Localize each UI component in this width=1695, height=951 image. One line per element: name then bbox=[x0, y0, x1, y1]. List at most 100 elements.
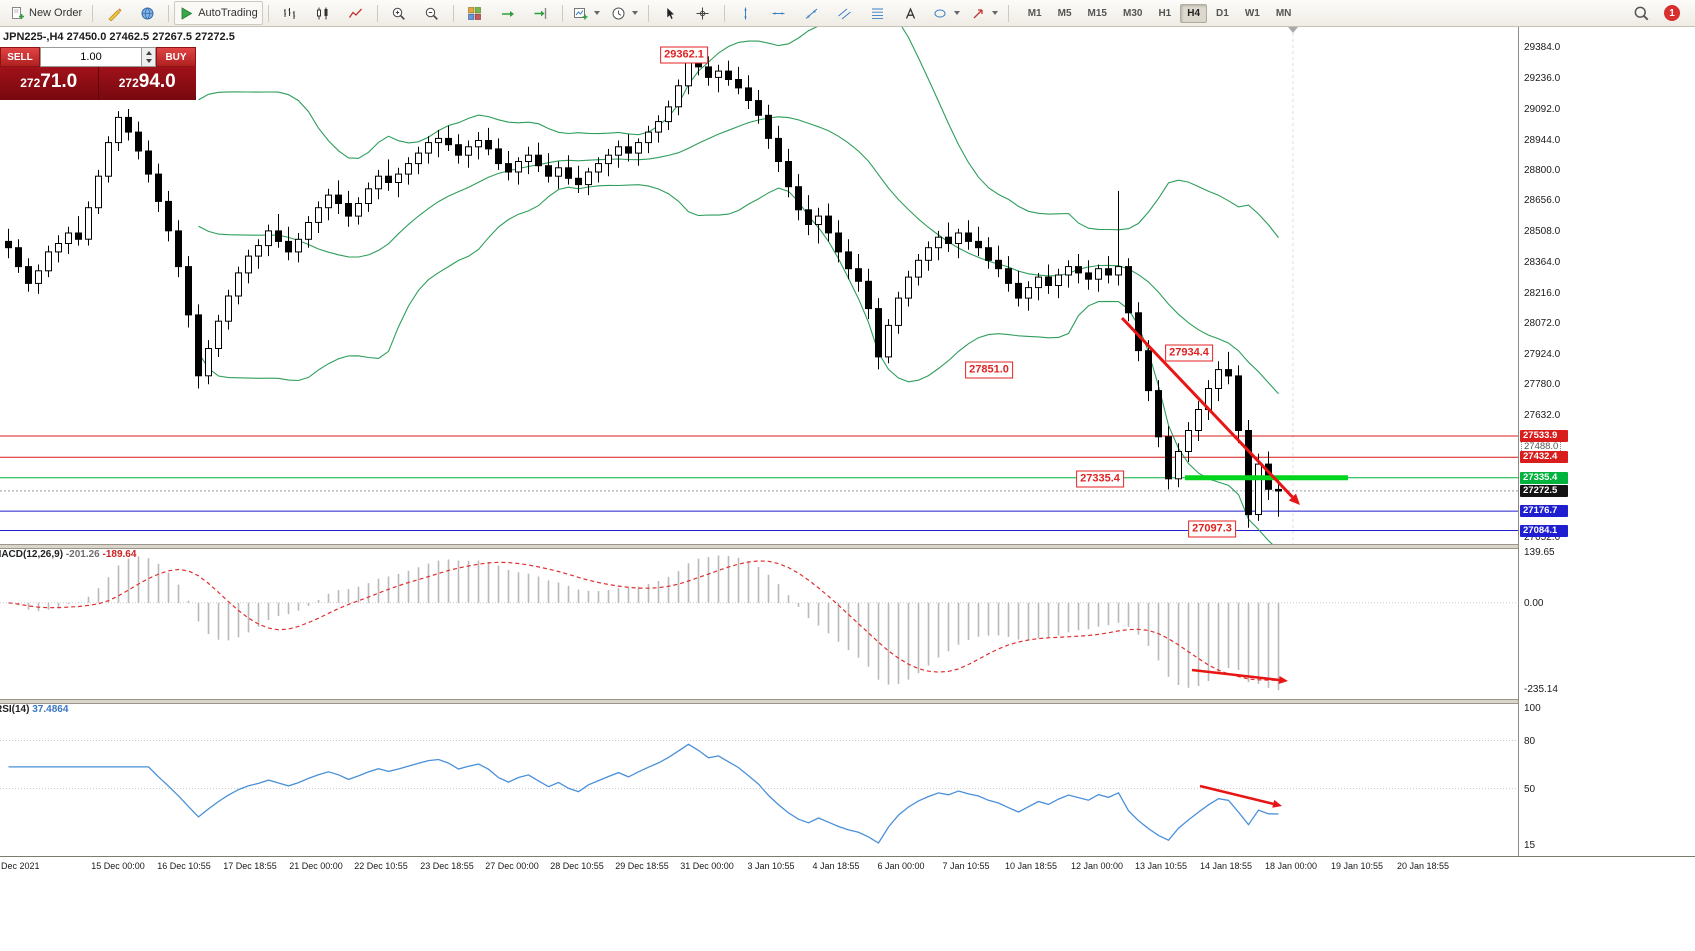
buy-button[interactable]: BUY bbox=[156, 47, 196, 67]
text-tool-icon bbox=[906, 6, 916, 19]
zoom-in-icon bbox=[393, 7, 406, 20]
candle-body bbox=[975, 240, 982, 249]
candle-body bbox=[395, 173, 402, 184]
cursor-button[interactable] bbox=[654, 1, 686, 25]
new-chart-button[interactable] bbox=[568, 1, 605, 25]
community-button[interactable] bbox=[131, 1, 163, 25]
candle bbox=[1125, 258, 1132, 322]
candle bbox=[725, 60, 732, 86]
macd-indicator-panel[interactable] bbox=[0, 547, 1518, 699]
text-button[interactable] bbox=[895, 1, 927, 25]
candle bbox=[435, 130, 442, 158]
equidistant-channel-button[interactable] bbox=[829, 1, 861, 25]
sell-price-display[interactable]: 272 71.0 bbox=[0, 67, 98, 100]
trendline-icon bbox=[805, 8, 818, 19]
candle bbox=[385, 159, 392, 191]
candle-body bbox=[535, 154, 542, 167]
timeframe-m1-button[interactable]: M1 bbox=[1027, 7, 1042, 19]
new-order-button[interactable]: New Order bbox=[5, 1, 87, 25]
macd-arrow-object[interactable] bbox=[1191, 668, 1288, 684]
cursor-icon bbox=[666, 6, 676, 20]
timeframe-m15-button[interactable]: M15 bbox=[1087, 7, 1107, 19]
candle bbox=[1055, 268, 1062, 299]
candle bbox=[885, 319, 892, 364]
trendline-button[interactable] bbox=[796, 1, 828, 25]
autotrading-button[interactable]: AutoTrading bbox=[174, 1, 263, 25]
timeframe-h4-button[interactable]: H4 bbox=[1180, 3, 1208, 23]
candle bbox=[1115, 190, 1122, 286]
price-chart-canvas[interactable] bbox=[0, 27, 1518, 544]
rsi-scale-label: 15 bbox=[1524, 839, 1536, 851]
zoom-out-button[interactable] bbox=[416, 1, 448, 25]
auto-scroll-button[interactable] bbox=[492, 1, 524, 25]
metaeditor-button[interactable] bbox=[98, 1, 130, 25]
timeframe-m5-button[interactable]: M5 bbox=[1057, 7, 1072, 19]
candle-body bbox=[185, 266, 192, 316]
candle-body bbox=[945, 236, 952, 244]
notification-badge[interactable]: 1 bbox=[1664, 5, 1680, 21]
line-chart-button[interactable] bbox=[340, 1, 372, 25]
candle bbox=[25, 258, 32, 292]
crosshair-button[interactable] bbox=[687, 1, 719, 25]
period-button[interactable] bbox=[606, 1, 643, 25]
candle-body bbox=[155, 173, 162, 202]
panel-separator[interactable] bbox=[0, 699, 1695, 704]
panel-separator[interactable] bbox=[0, 544, 1695, 549]
shapes-button[interactable] bbox=[928, 1, 965, 25]
timeframe-mn-button[interactable]: MN bbox=[1275, 7, 1292, 19]
candle bbox=[865, 268, 872, 320]
candle-body bbox=[465, 146, 472, 156]
candle bbox=[1225, 351, 1232, 385]
chevron-down-icon bbox=[953, 11, 960, 15]
bollinger-upper-band bbox=[198, 27, 1279, 238]
candle-body bbox=[845, 251, 852, 270]
search-icon bbox=[1634, 6, 1649, 21]
zoom-in-button[interactable] bbox=[383, 1, 415, 25]
timeframe-d1-button[interactable]: D1 bbox=[1216, 7, 1229, 19]
rsi-line bbox=[8, 743, 1279, 844]
timeframe-m30-button[interactable]: M30 bbox=[1122, 7, 1143, 19]
buy-price-display[interactable]: 272 94.0 bbox=[98, 67, 196, 100]
candle-body bbox=[385, 175, 392, 183]
arrows-tool-button[interactable] bbox=[966, 1, 1003, 25]
bar-chart-button[interactable] bbox=[274, 1, 306, 25]
candle bbox=[655, 115, 662, 143]
candle-body bbox=[825, 215, 832, 234]
search-button[interactable] bbox=[1625, 1, 1657, 25]
volume-increase-icon[interactable] bbox=[145, 51, 152, 56]
volume-decrease-icon[interactable] bbox=[145, 58, 152, 63]
candle-body bbox=[935, 236, 942, 249]
arrow-tool-icon bbox=[973, 8, 983, 18]
trend-arrow-object[interactable] bbox=[1120, 316, 1300, 505]
fibonacci-button[interactable] bbox=[862, 1, 894, 25]
candle bbox=[705, 56, 712, 86]
time-scale[interactable]: 14 Dec 2021 15 Dec 00:00 16 Dec 10:55 17 De… bbox=[0, 856, 1695, 882]
chart-shift-button[interactable] bbox=[525, 1, 557, 25]
candle-body bbox=[655, 121, 662, 133]
candle bbox=[765, 104, 772, 149]
candle-body bbox=[895, 297, 902, 326]
chart-shift-marker[interactable] bbox=[1288, 27, 1298, 33]
sell-button[interactable]: SELL bbox=[0, 47, 40, 67]
tile-windows-button[interactable] bbox=[459, 1, 491, 25]
rsi-arrow-object[interactable] bbox=[1199, 784, 1282, 808]
price-scale[interactable]: 29384.0 29236.0 29092.0 28944.0 28800.0 28656… bbox=[1518, 27, 1695, 856]
candle bbox=[455, 134, 462, 164]
candle bbox=[1185, 422, 1192, 462]
candle bbox=[735, 66, 742, 95]
timeframe-w1-button[interactable]: W1 bbox=[1244, 7, 1260, 19]
candle-body bbox=[375, 175, 382, 190]
candle bbox=[325, 188, 332, 221]
candle bbox=[15, 239, 22, 273]
macd-signal-line bbox=[8, 560, 1279, 681]
rsi-indicator-panel[interactable] bbox=[0, 702, 1518, 856]
volume-input[interactable] bbox=[40, 47, 142, 67]
vertical-line-button[interactable] bbox=[730, 1, 762, 25]
volume-spinner[interactable] bbox=[142, 47, 156, 67]
candlestick-icon bbox=[317, 7, 328, 19]
candlestick-chart-button[interactable] bbox=[307, 1, 339, 25]
candle bbox=[1155, 380, 1162, 448]
horizontal-line-button[interactable] bbox=[763, 1, 795, 25]
timeframe-h1-button[interactable]: H1 bbox=[1158, 7, 1172, 19]
